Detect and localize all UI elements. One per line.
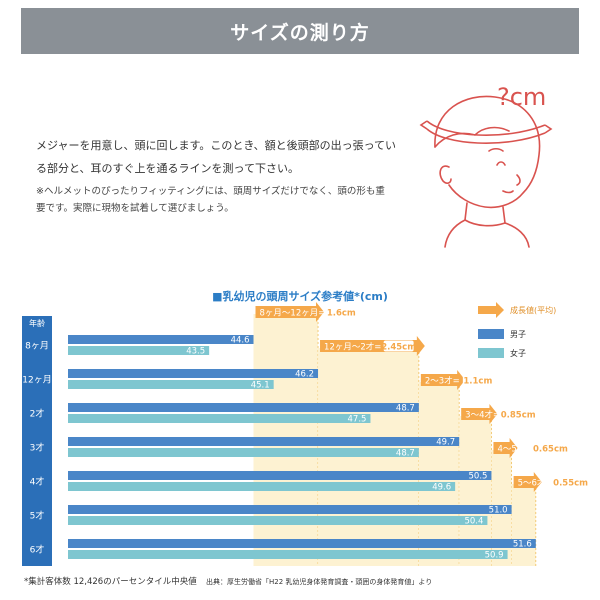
growth-label: 2〜3才=: [425, 376, 460, 387]
axis-break-mark: [60, 332, 68, 356]
growth-arrow: [493, 438, 518, 458]
age-label: 12ヶ月: [22, 375, 51, 386]
boys-bar: [68, 403, 419, 412]
girls-value-label: 45.1: [251, 381, 270, 391]
growth-label: 3〜4才=: [465, 410, 500, 421]
girls-bar: [68, 346, 210, 355]
girls-bar: [68, 448, 419, 457]
note-line-2: 要です。実際に現物を試着して選びましょう。: [36, 203, 234, 214]
growth-band: [511, 484, 536, 566]
age-label: 3才: [30, 442, 45, 454]
age-label: 4才: [30, 476, 45, 488]
growth-arrow: [420, 370, 466, 390]
age-label: 5才: [30, 510, 45, 522]
girls-value-label: 50.9: [485, 551, 504, 561]
boys-bar: [68, 539, 536, 548]
growth-label: 5〜6才=: [518, 478, 553, 489]
boys-value-label: 51.6: [513, 540, 532, 550]
girls-value-label: 47.5: [348, 415, 367, 425]
girls-bar: [68, 380, 274, 389]
boys-bar: [68, 335, 254, 344]
girls-bar: [68, 414, 371, 423]
growth-arrow: [461, 404, 498, 424]
legend-girls-swatch: [478, 348, 504, 358]
growth-arrow: [255, 302, 325, 322]
cm-question-label: ?cm: [497, 83, 546, 111]
growth-value-box: [555, 476, 586, 488]
legend-growth-label: 成長値(平均): [510, 305, 556, 315]
boys-value-label: 48.7: [396, 404, 415, 414]
girls-value-label: 49.6: [432, 483, 451, 493]
girls-bar: [68, 516, 488, 525]
footer-source: 出典：厚生労働省「H22 乳幼児身体発育調査・頭囲の身体発育値」より: [206, 578, 433, 586]
chart-title: ■乳幼児の頭周サイズ参考値*(cm): [212, 290, 388, 303]
growth-label: 12ヶ月〜2才=: [324, 342, 381, 353]
helmet-note: ※ヘルメットのぴったりフィッティングには、頭周サイズだけでなく、頭の形も重 要で…: [36, 183, 411, 217]
boys-value-label: 44.6: [231, 336, 250, 346]
boys-value-label: 50.5: [469, 472, 488, 482]
boys-value-label: 49.7: [436, 438, 455, 448]
age-label: 6才: [30, 544, 45, 556]
girls-bar: [68, 482, 456, 491]
growth-value: 2.45cm: [381, 343, 416, 353]
axis-break-mark: [60, 468, 68, 492]
legend-boys-swatch: [478, 329, 504, 339]
footer-sample-note: *集計客体数 12,426のパーセンタイル中央値: [24, 577, 197, 587]
growth-value-box: [383, 340, 414, 352]
age-column: [22, 316, 52, 566]
legend-girls-label: 女子: [510, 348, 526, 358]
growth-value: 0.85cm: [501, 411, 536, 421]
legend-growth-swatch: [478, 302, 504, 318]
growth-value: 0.65cm: [533, 445, 568, 455]
growth-label: 4〜5才=: [497, 444, 532, 455]
growth-value-box: [462, 374, 493, 386]
note-line-1: ※ヘルメットのぴったりフィッティングには、頭周サイズだけでなく、頭の形も重: [36, 186, 385, 197]
girls-value-label: 43.5: [186, 347, 205, 357]
girls-value-label: 50.4: [464, 517, 483, 527]
legend-boys-label: 男子: [510, 330, 526, 339]
girls-bar: [68, 550, 508, 559]
boys-value-label: 46.2: [295, 370, 314, 380]
age-axis-label: 年齢: [29, 318, 45, 328]
axis-break-mark: [60, 434, 68, 458]
age-label: 8ヶ月: [25, 341, 49, 352]
head-measuring-illustration: ?cm: [419, 83, 553, 248]
growth-arrow: [513, 472, 542, 492]
growth-value-box: [535, 442, 566, 454]
instruction-line-2: る部分と、耳のすぐ上を通るラインを測って下さい。: [36, 162, 300, 175]
boys-value-label: 51.0: [489, 506, 508, 516]
boys-bar: [68, 437, 460, 446]
growth-value-box: [503, 408, 534, 420]
axis-break-mark: [60, 400, 68, 424]
axis-break-mark: [60, 502, 68, 526]
page-title: サイズの測り方: [230, 21, 370, 44]
axis-break-mark: [60, 536, 68, 560]
girls-value-label: 48.7: [396, 449, 415, 459]
growth-value: 0.55cm: [553, 479, 588, 489]
growth-value: 1.1cm: [463, 377, 492, 387]
axis-break-mark: [60, 366, 68, 390]
age-label: 2才: [30, 408, 45, 420]
boys-bar: [68, 505, 512, 514]
growth-value-box: [326, 306, 357, 318]
boys-bar: [68, 471, 492, 480]
growth-value: 1.6cm: [327, 309, 356, 319]
instruction-line-1: メジャーを用意し、頭に回します。このとき、額と後頭部の出っ張ってい: [36, 139, 397, 152]
growth-label: 8ヶ月〜12ヶ月=: [260, 309, 326, 319]
header-bar: サイズの測り方: [21, 8, 579, 54]
instruction-text: メジャーを用意し、頭に回します。このとき、額と後頭部の出っ張ってい る部分と、耳…: [36, 134, 411, 180]
boys-bar: [68, 369, 319, 378]
